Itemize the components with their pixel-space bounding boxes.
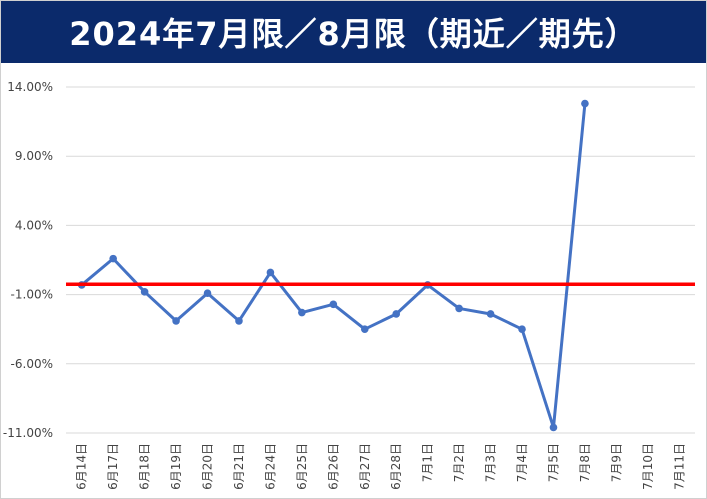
line-chart: 14.00% 9.00% 4.00% -1.00% -6.00% -11.00% 6月14日… [3, 80, 695, 490]
x-tick-label: 6月27日 [358, 443, 372, 490]
data-point [329, 300, 338, 309]
x-tick-label: 7月1日 [421, 443, 435, 482]
y-tick-label: 9.00% [15, 149, 53, 163]
data-point [486, 310, 495, 318]
data-point [140, 288, 149, 296]
x-tick-label: 7月8日 [578, 443, 592, 482]
x-tick-label: 7月9日 [609, 443, 623, 482]
data-point [235, 317, 243, 325]
x-tick-label: 6月18日 [138, 443, 152, 490]
x-tick-label: 6月19日 [169, 443, 183, 490]
data-point [360, 325, 369, 334]
x-tick-label: 7月4日 [515, 443, 529, 482]
x-tick-label: 6月20日 [201, 443, 215, 490]
data-point [172, 317, 180, 325]
y-tick-label: 4.00% [15, 218, 53, 232]
y-tick-label: -6.00% [11, 357, 53, 371]
data-point [266, 268, 275, 277]
y-tick-label: -11.00% [3, 426, 53, 440]
y-tick-label: -1.00% [11, 288, 53, 302]
x-tick-label: 6月26日 [326, 443, 340, 490]
x-tick-label: 7月3日 [484, 443, 498, 482]
x-tick-label: 6月28日 [389, 443, 403, 490]
x-tick-label: 6月17日 [106, 443, 120, 490]
x-tick-label: 7月10日 [641, 443, 655, 490]
chart-title: 2024年7月限／8月限（期近／期先） [1, 1, 706, 63]
data-point [203, 289, 212, 298]
x-tick-label: 7月5日 [546, 443, 560, 482]
data-point [549, 423, 558, 432]
data-point [455, 304, 463, 313]
data-point [581, 99, 589, 108]
data-point [109, 254, 117, 263]
x-tick-label: 6月14日 [75, 443, 89, 490]
data-point [392, 310, 401, 318]
series-line [80, 103, 587, 429]
x-tick-label: 6月24日 [263, 443, 277, 490]
data-point [298, 308, 306, 317]
x-tick-label: 7月11日 [672, 443, 686, 490]
x-tick-label: 6月25日 [295, 443, 309, 490]
x-tick-label: 6月21日 [232, 443, 246, 490]
y-tick-label: 14.00% [7, 80, 53, 94]
data-point [518, 325, 526, 334]
x-tick-label: 7月2日 [452, 443, 466, 482]
